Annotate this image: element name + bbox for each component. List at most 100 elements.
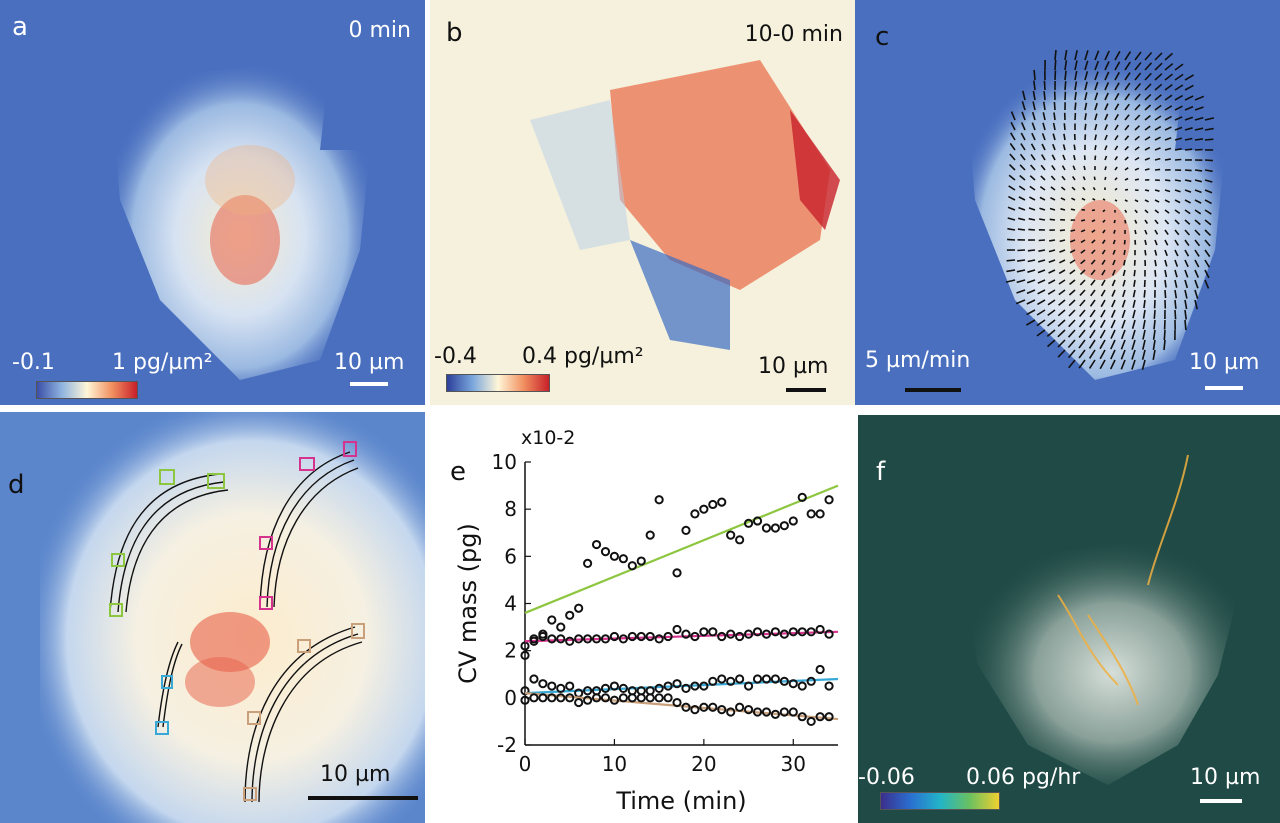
velocity-vector (1080, 259, 1086, 265)
data-point-series-3 (735, 702, 745, 712)
velocity-vector (1092, 187, 1096, 191)
velocity-vector (1174, 84, 1184, 91)
velocity-vector (1031, 132, 1036, 141)
velocity-vector (1120, 349, 1126, 360)
velocity-vector (1164, 209, 1170, 214)
velocity-vector (1124, 177, 1129, 181)
velocity-vector (1026, 289, 1036, 295)
velocity-vector (1154, 136, 1161, 141)
velocity-vector (1142, 309, 1146, 319)
y-axis-label: CV mass (pg) (454, 523, 482, 684)
velocity-vector (1104, 145, 1108, 151)
roi-green-box (159, 469, 175, 485)
data-point-series-1 (538, 631, 548, 642)
velocity-vector (1144, 136, 1151, 141)
y-tick-label: 8 (504, 497, 517, 521)
velocity-vector (1184, 319, 1187, 331)
velocity-vector (1039, 196, 1046, 201)
panel-c-scale-label: 10 µm (1189, 350, 1260, 375)
velocity-vector (1114, 124, 1119, 131)
velocity-vector (1069, 259, 1076, 264)
velocity-vector (1153, 309, 1156, 319)
velocity-vector (1184, 189, 1192, 193)
data-point-series-1 (556, 634, 566, 644)
velocity-vector (1134, 72, 1142, 81)
data-point-series-1 (788, 627, 798, 637)
velocity-vector (1070, 239, 1076, 243)
data-point-series-3 (708, 702, 718, 712)
data-point-series-2 (681, 683, 691, 693)
velocity-vector (1194, 169, 1203, 172)
velocity-vector (1008, 164, 1016, 171)
velocity-vector (1101, 259, 1106, 266)
data-point-series-1 (645, 631, 655, 642)
velocity-vector (1204, 209, 1212, 215)
velocity-vector (1184, 84, 1194, 91)
mass-flux-tracks (1057, 454, 1189, 706)
velocity-vector (1164, 239, 1169, 246)
velocity-vector (1194, 219, 1201, 226)
data-point-series-0 (618, 554, 628, 564)
velocity-vector (1164, 147, 1172, 151)
velocity-vector (1154, 189, 1160, 192)
velocity-vector (1094, 123, 1098, 131)
data-point-series-0 (806, 509, 816, 519)
velocity-vector (1144, 72, 1152, 81)
velocity-vector (1068, 289, 1076, 296)
velocity-vector (1025, 319, 1036, 326)
data-point-series-1 (815, 624, 825, 635)
x-tick-label: 30 (781, 752, 806, 776)
velocity-vector (1134, 104, 1141, 111)
velocity-vector (1018, 206, 1026, 211)
data-point-series-2 (538, 679, 548, 689)
velocity-vector (1081, 219, 1086, 222)
velocity-vector (1068, 319, 1076, 328)
velocity-vector (1019, 174, 1026, 181)
panel-a-cbar-max: 1 pg/µm² (112, 350, 213, 375)
data-point-series-3 (654, 693, 664, 703)
velocity-vector (1029, 185, 1036, 191)
data-point-series-0 (752, 516, 763, 526)
velocity-vector (1114, 71, 1120, 81)
data-point-series-1 (699, 627, 709, 637)
velocity-vector (1134, 51, 1142, 61)
velocity-vector (1111, 269, 1116, 276)
velocity-vector (1134, 199, 1139, 203)
velocity-vector (1026, 299, 1036, 305)
velocity-vector (1114, 113, 1119, 121)
velocity-vector (1100, 299, 1106, 308)
velocity-vector (1030, 143, 1036, 151)
velocity-vector (1141, 359, 1146, 370)
velocity-vector (1163, 339, 1166, 351)
velocity-vector (1184, 148, 1193, 151)
data-point-series-2 (663, 681, 673, 691)
panel-f-cbar-max: 0.06 pg/hr (966, 765, 1081, 790)
velocity-vector (1131, 349, 1136, 360)
data-point-series-1 (779, 629, 789, 639)
velocity-vector (1036, 299, 1046, 306)
velocity-vector (1101, 279, 1106, 287)
data-point-series-0 (681, 525, 691, 535)
velocity-vector (1124, 93, 1131, 101)
velocity-vector (1163, 329, 1166, 341)
velocity-vector (1194, 299, 1198, 310)
y-tick-label: 6 (504, 544, 517, 568)
velocity-vector (1062, 144, 1066, 151)
velocity-vector (1120, 329, 1126, 340)
data-point-series-2 (690, 681, 700, 691)
velocity-vector (1037, 259, 1046, 263)
velocity-vector (1144, 51, 1153, 61)
velocity-vector (1142, 319, 1146, 330)
data-point-series-3 (574, 697, 584, 708)
data-point-series-2 (565, 681, 575, 691)
velocity-vector (1094, 113, 1098, 121)
velocity-vector (1154, 147, 1161, 151)
velocity-vector (1104, 50, 1110, 61)
velocity-vector (1042, 112, 1046, 121)
velocity-vector (1080, 239, 1086, 244)
velocity-vector (1029, 164, 1036, 171)
velocity-vector (1134, 62, 1142, 71)
panel-c: c 5 µm/min 10 µm (855, 0, 1280, 405)
velocity-vector (1121, 309, 1126, 319)
velocity-vector (1016, 289, 1026, 294)
